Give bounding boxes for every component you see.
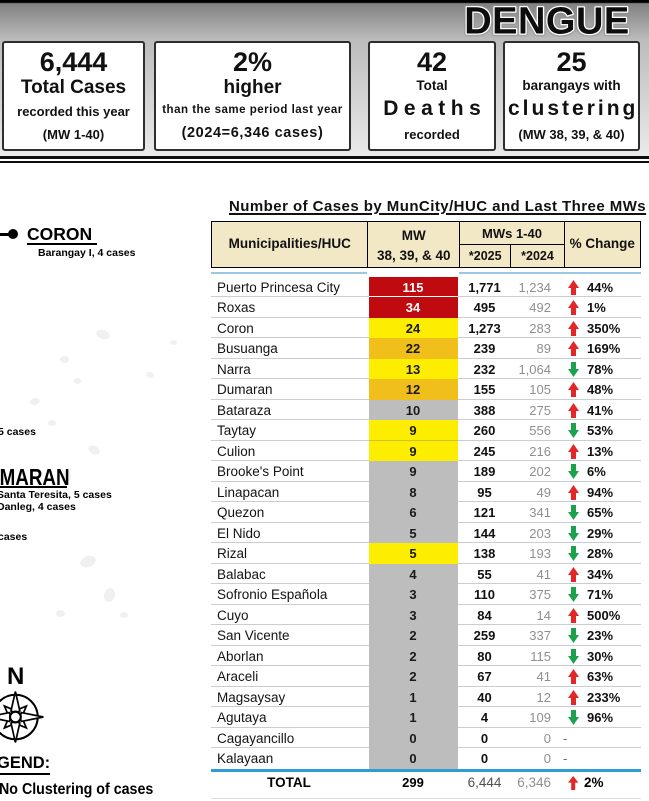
svg-text:DENGUE: DENGUE (464, 1, 630, 43)
svg-text:DENGUE: DENGUE (464, 1, 630, 43)
